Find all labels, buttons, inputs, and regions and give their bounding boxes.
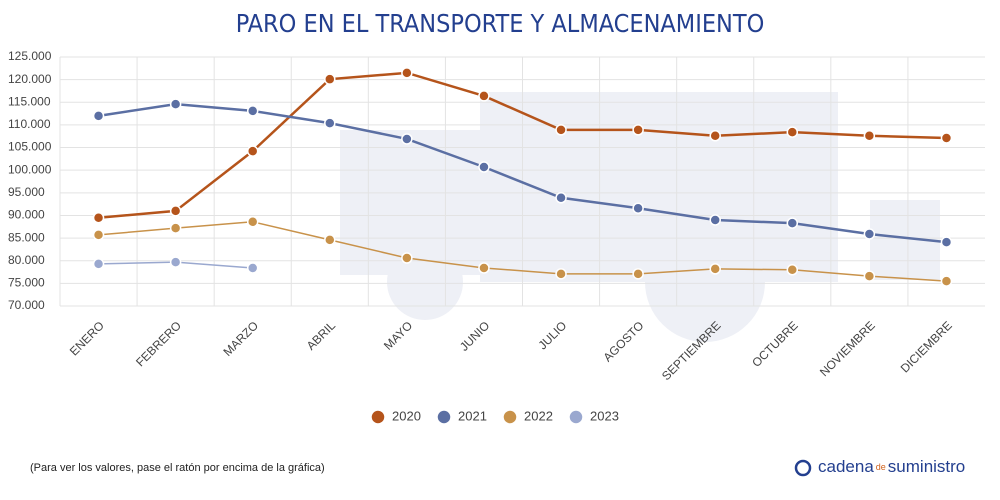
x-tick-label: ABRIL: [304, 318, 339, 353]
data-point: [478, 262, 490, 274]
data-point: [401, 67, 413, 79]
brand-text: cadena de suministro: [818, 457, 965, 476]
data-point: [92, 110, 105, 122]
legend-marker: [370, 409, 386, 425]
series-line: [98, 102, 947, 244]
series-line: [98, 221, 947, 282]
data-point: [478, 161, 490, 173]
data-point: [709, 263, 721, 275]
brand: cadena de suministro: [794, 457, 965, 477]
watermark: [340, 92, 940, 342]
legend-marker: [436, 409, 452, 425]
x-tick-label: JUNIO: [457, 318, 492, 353]
y-tick-label: 80.000: [8, 253, 45, 267]
data-point: [940, 275, 953, 287]
data-point: [92, 229, 105, 241]
footer-note: (Para ver los valores, pase el ratón por…: [30, 462, 325, 474]
data-point: [555, 268, 567, 280]
data-point: [246, 145, 259, 157]
y-tick-label: 115.000: [8, 94, 51, 108]
data-point: [169, 256, 182, 268]
x-tick-label: NOVIEMBRE: [817, 318, 878, 379]
legend-label: 2022: [524, 408, 553, 423]
x-tick-label: MAYO: [381, 318, 415, 352]
data-point: [709, 130, 721, 142]
data-point: [786, 126, 799, 138]
series-line: [98, 71, 947, 219]
data-point: [401, 252, 413, 264]
data-point: [555, 124, 567, 136]
x-tick-label: MARZO: [221, 318, 262, 359]
y-tick-label: 75.000: [8, 276, 45, 290]
data-point: [169, 205, 182, 217]
y-tick-label: 85.000: [8, 230, 45, 244]
data-point: [863, 270, 876, 282]
data-point: [246, 262, 259, 274]
data-point: [246, 105, 259, 117]
y-tick-label: 90.000: [8, 208, 45, 222]
data-point: [246, 216, 259, 228]
y-tick-label: 70.000: [8, 298, 45, 312]
y-tick-label: 125.000: [8, 49, 52, 63]
legend-label: 2021: [458, 408, 487, 423]
data-point: [863, 130, 876, 142]
data-point: [401, 133, 413, 145]
data-point: [92, 258, 105, 270]
brand-icon: [794, 459, 812, 477]
data-point: [555, 192, 567, 204]
data-point: [632, 268, 644, 280]
data-point: [940, 236, 953, 248]
legend-marker: [568, 409, 584, 425]
data-point: [940, 132, 953, 144]
data-point: [786, 217, 799, 229]
data-point: [324, 234, 336, 246]
data-point: [324, 73, 336, 85]
x-tick-label: DICIEMBRE: [898, 318, 955, 375]
y-tick-label: 120.000: [8, 72, 52, 86]
x-tick-label: FEBRERO: [133, 318, 184, 369]
data-point: [92, 211, 105, 224]
y-tick-label: 105.000: [8, 140, 52, 154]
data-point: [324, 117, 336, 129]
data-point: [632, 124, 644, 136]
data-point: [632, 202, 644, 214]
x-tick-label: OCTUBRE: [749, 318, 800, 369]
legend-marker: [502, 409, 518, 425]
legend-label: 2023: [590, 408, 619, 423]
data-point: [169, 222, 182, 234]
chart-title: PARO EN EL TRANSPORTE Y ALMACENAMIENTO: [236, 9, 765, 38]
y-tick-label: 95.000: [8, 185, 45, 199]
data-point: [709, 214, 721, 226]
data-point: [863, 228, 876, 240]
legend-label: 2020: [392, 408, 421, 423]
x-tick-label: ENERO: [67, 318, 107, 358]
data-point: [786, 264, 799, 276]
x-tick-label: AGOSTO: [600, 318, 646, 364]
data-point: [169, 98, 182, 110]
data-point: [478, 90, 490, 102]
y-tick-label: 110.000: [8, 117, 51, 131]
x-tick-label: JULIO: [535, 318, 569, 352]
y-tick-label: 100.000: [8, 162, 52, 176]
